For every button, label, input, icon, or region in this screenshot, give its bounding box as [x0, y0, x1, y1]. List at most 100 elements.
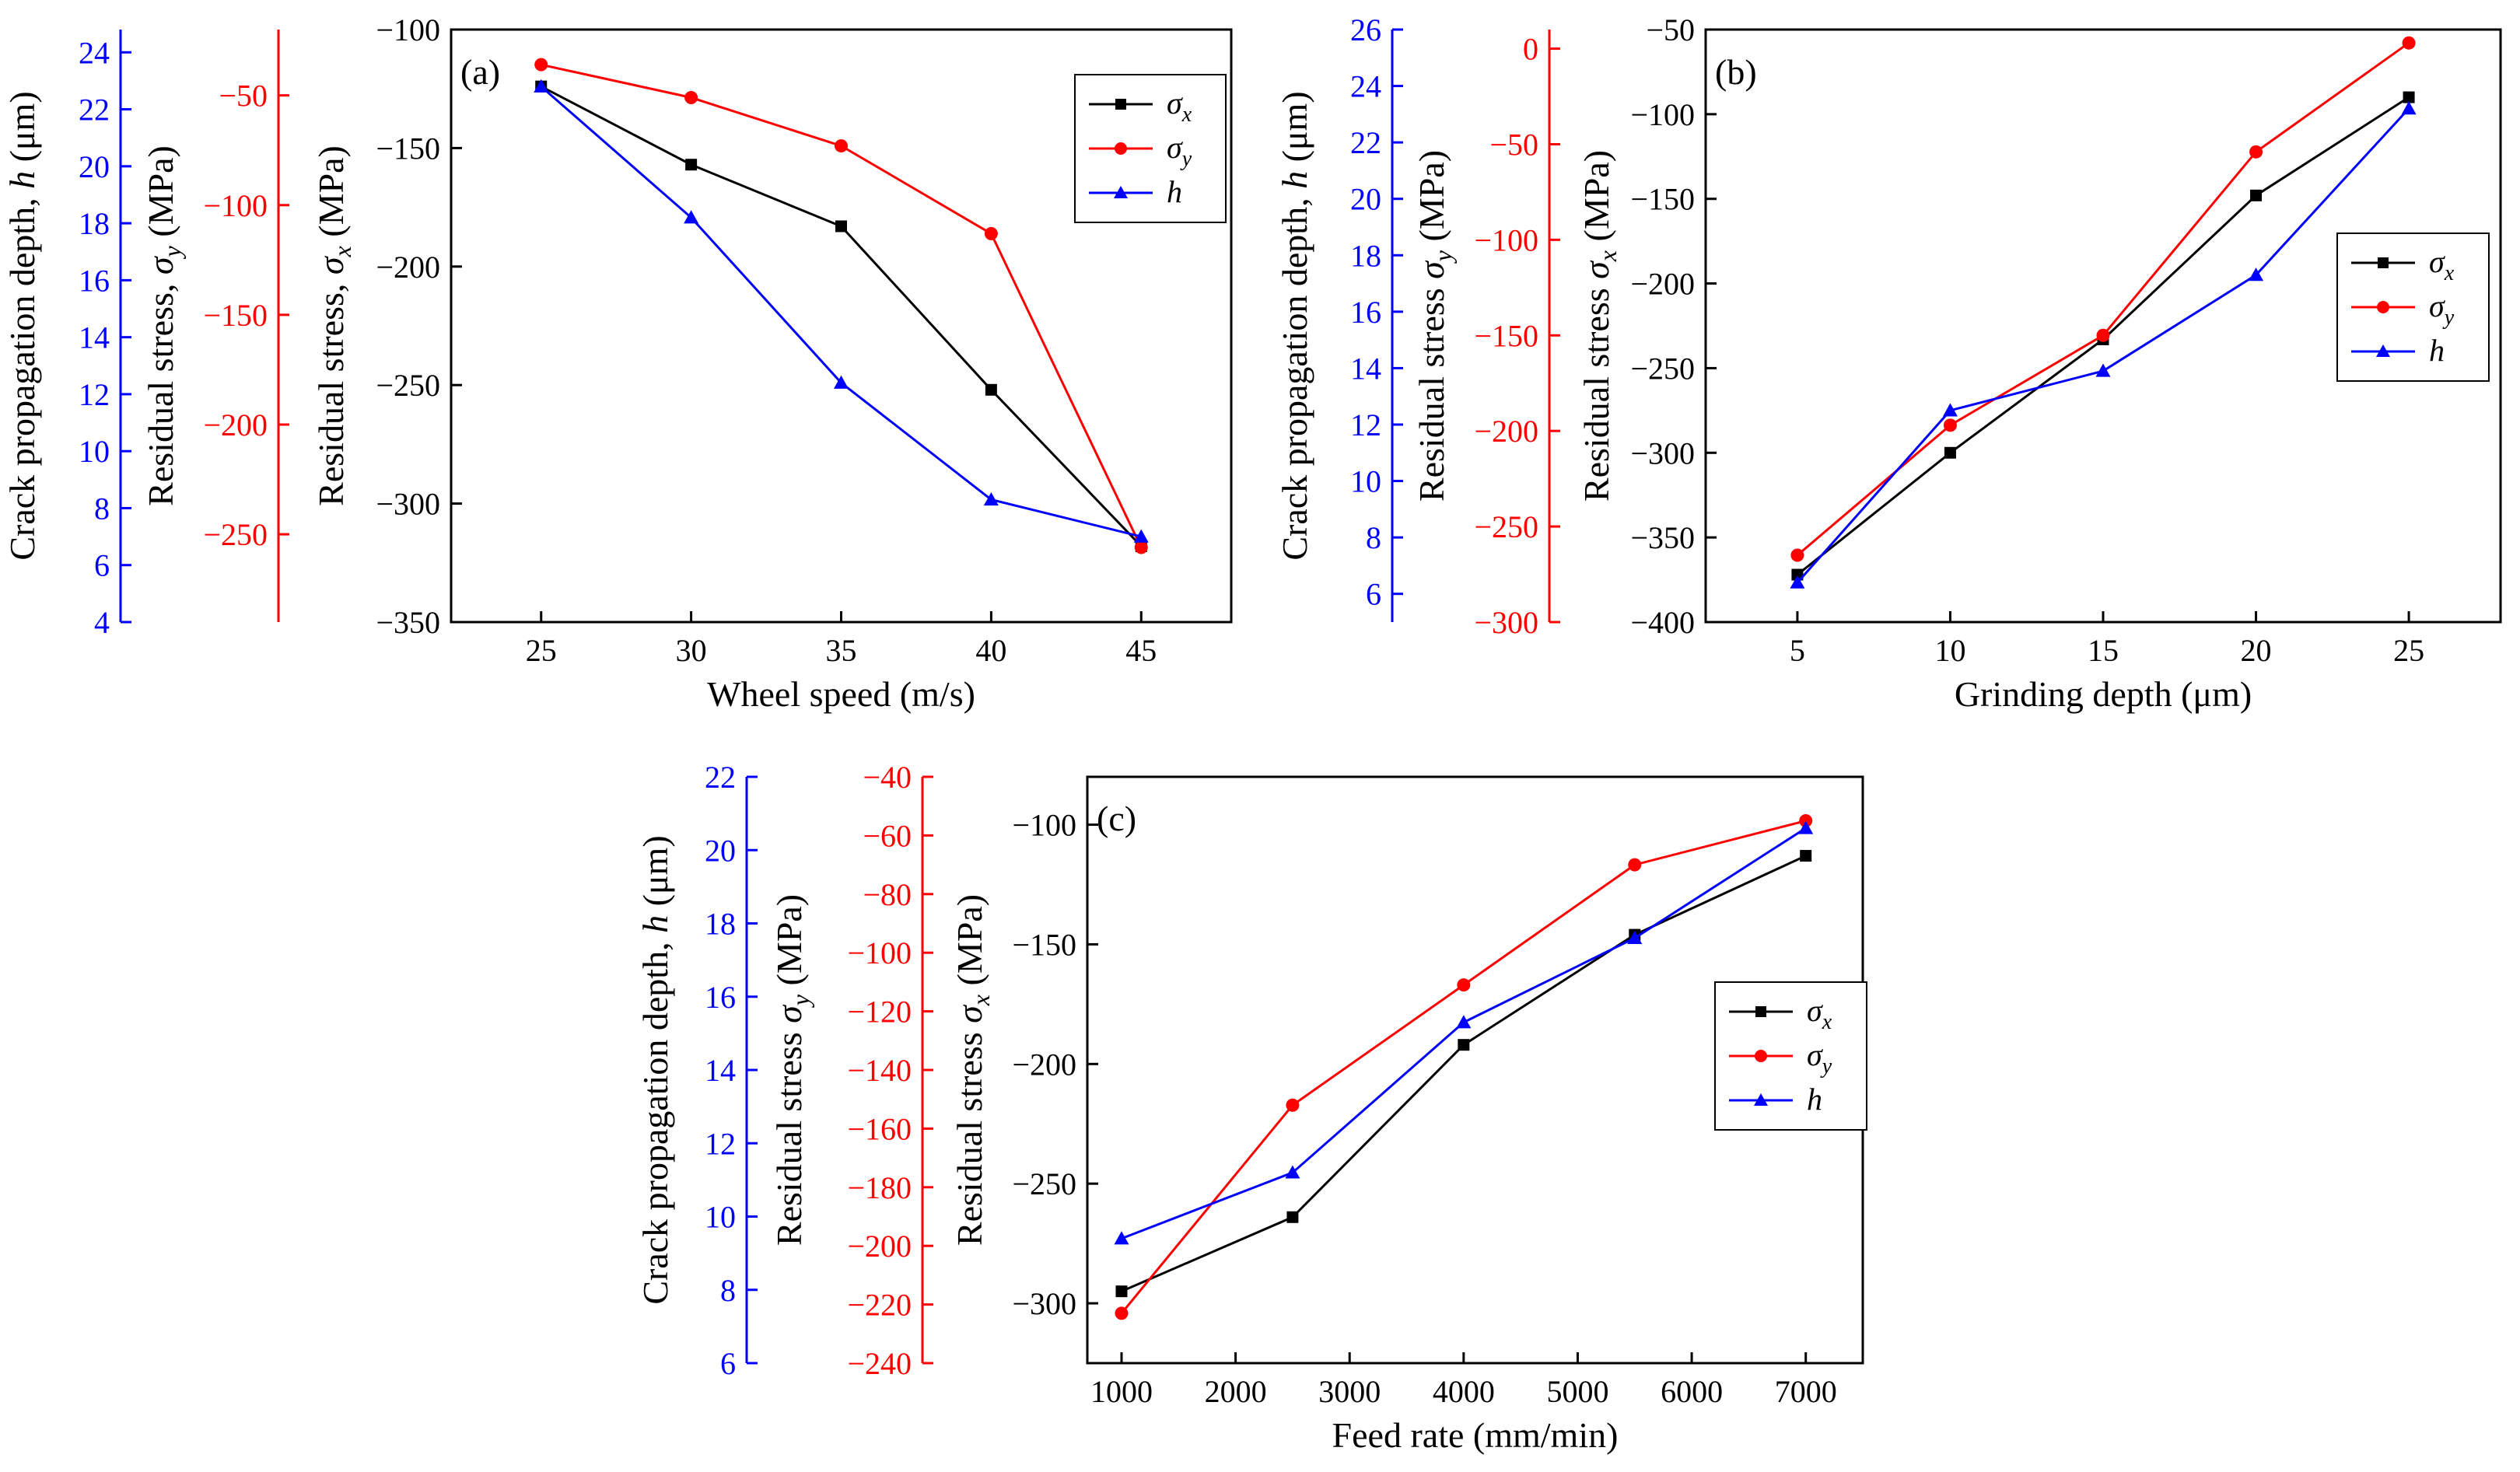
y-tick-label-sy: −100	[847, 935, 912, 970]
series-line-h	[1121, 827, 1807, 1240]
y-tick-label-sx: −200	[376, 250, 440, 285]
y-tick-label-h: 16	[1350, 295, 1381, 330]
y-tick-label-h: 14	[79, 320, 110, 355]
y-tick-label-sy: −180	[847, 1170, 912, 1205]
data-point-sx	[1115, 1285, 1128, 1298]
x-tick-label: 6000	[1661, 1374, 1723, 1409]
y-tick-label-sx: −300	[1630, 435, 1695, 470]
y-tick-label-h: 10	[705, 1200, 736, 1235]
x-tick-label: 15	[2088, 633, 2119, 668]
data-point-sy	[1457, 978, 1471, 992]
y-tick-label-h: 14	[1350, 351, 1381, 386]
data-point-h	[834, 375, 849, 389]
y-tick-label-h: 6	[720, 1346, 736, 1381]
x-tick-label: 1000	[1090, 1374, 1153, 1409]
x-tick-label: 4000	[1433, 1374, 1495, 1409]
y-axis-label-h: Crack propagation depth, h (μm)	[635, 835, 675, 1304]
y-tick-label-sy: −160	[847, 1111, 912, 1146]
data-point-sy	[1943, 418, 1957, 432]
y-tick-label-sy: −200	[847, 1229, 912, 1264]
panel-label: (c)	[1097, 799, 1136, 838]
y-tick-label-h: 22	[705, 760, 736, 795]
y-tick-label-h: 18	[79, 206, 110, 241]
x-tick-label: 10	[1934, 633, 1965, 668]
legend-label: h	[1807, 1082, 1822, 1117]
y-tick-label-h: 4	[94, 605, 110, 640]
y-tick-label-sx: −300	[1012, 1286, 1076, 1321]
legend-marker	[2378, 257, 2389, 268]
series-line-sx	[1121, 855, 1807, 1293]
data-point-sx	[2250, 189, 2263, 201]
y-tick-label-sx: −250	[1630, 351, 1695, 386]
x-tick-label: 5000	[1546, 1374, 1608, 1409]
y-tick-label-sy: −50	[1489, 127, 1538, 162]
y-tick-label-sy: −50	[219, 79, 268, 114]
y-tick-label-sx: −50	[1646, 12, 1695, 47]
y-tick-label-h: 10	[1350, 464, 1381, 499]
data-point-sy	[534, 58, 548, 72]
y-tick-label-sy: −60	[863, 818, 912, 853]
y-tick-label-h: 24	[1350, 69, 1381, 104]
data-point-sy	[1628, 858, 1642, 872]
legend-label: σx	[1807, 993, 1832, 1034]
x-tick-label: 25	[2393, 633, 2424, 668]
data-point-h	[1942, 403, 1958, 417]
legend-label: σx	[1167, 86, 1192, 127]
y-tick-label-sy: −200	[203, 407, 268, 442]
data-point-sy	[1790, 548, 1804, 562]
x-axis-label: Grinding depth (μm)	[1955, 674, 2252, 714]
data-point-sx	[1944, 446, 1956, 459]
y-axis-label-h: Crack propagation depth, h (μm)	[1275, 91, 1314, 560]
y-axis-label-sy: Residual stress σy (MPa)	[769, 894, 814, 1246]
data-point-h	[983, 491, 999, 506]
x-tick-label: 25	[526, 633, 557, 668]
chart-panel-1: 25 30 35 40 45 Wheel speed (m/s) −350 −300 −250 −…	[2, 12, 1233, 714]
chart-panel-3: 1000 2000 3000 4000 5000 6000 7000 Feed rate (m…	[635, 760, 1867, 1455]
legend-marker	[1115, 142, 1127, 155]
data-point-sy	[684, 90, 698, 104]
y-tick-label-h: 14	[705, 1053, 736, 1088]
series-line-sy	[541, 63, 1143, 548]
data-point-h	[2249, 267, 2264, 281]
panel-label: (b)	[1715, 52, 1757, 92]
y-tick-label-h: 20	[1350, 182, 1381, 217]
series-line-h	[1796, 107, 2410, 584]
y-tick-label-sy: −150	[1474, 318, 1538, 353]
data-point-sx	[685, 159, 698, 171]
x-axis-label: Wheel speed (m/s)	[707, 674, 975, 714]
y-tick-label-h: 22	[79, 93, 110, 128]
y-tick-label-sy: −240	[847, 1346, 912, 1381]
y-tick-label-sy: −220	[847, 1288, 912, 1323]
y-tick-label-h: 6	[94, 548, 110, 583]
y-tick-label-sy: −250	[1474, 509, 1538, 544]
y-tick-label-sy: −250	[203, 517, 268, 552]
y-axis-label-sx: Residual stress σx (MPa)	[950, 894, 995, 1246]
data-point-h	[1456, 1015, 1472, 1029]
legend-marker	[1115, 99, 1126, 110]
data-point-h	[534, 79, 549, 93]
y-tick-label-sy: 0	[1523, 32, 1538, 67]
y-tick-label-sx: −400	[1630, 605, 1695, 640]
x-tick-label: 40	[975, 633, 1006, 668]
series-line-sx	[541, 85, 1143, 547]
data-point-h	[1627, 930, 1643, 944]
legend-label: σy	[1807, 1037, 1832, 1079]
y-tick-label-h: 18	[705, 907, 736, 942]
legend-label: σy	[1167, 130, 1192, 171]
y-tick-label-h: 8	[94, 491, 110, 526]
y-tick-label-sy: −140	[847, 1053, 912, 1088]
legend-label: h	[2429, 333, 2445, 368]
y-tick-label-h: 22	[1350, 125, 1381, 160]
y-tick-label-h: 12	[705, 1126, 736, 1161]
data-point-sy	[984, 226, 998, 240]
y-tick-label-h: 6	[1366, 577, 1381, 612]
x-tick-label: 2000	[1205, 1374, 1267, 1409]
x-tick-label: 30	[676, 633, 707, 668]
data-point-h	[684, 210, 699, 224]
data-point-sy	[2096, 328, 2110, 342]
y-tick-label-h: 10	[79, 434, 110, 469]
y-tick-label-sx: −100	[1012, 808, 1076, 843]
data-point-sx	[835, 220, 847, 233]
legend-label: σx	[2429, 244, 2455, 285]
